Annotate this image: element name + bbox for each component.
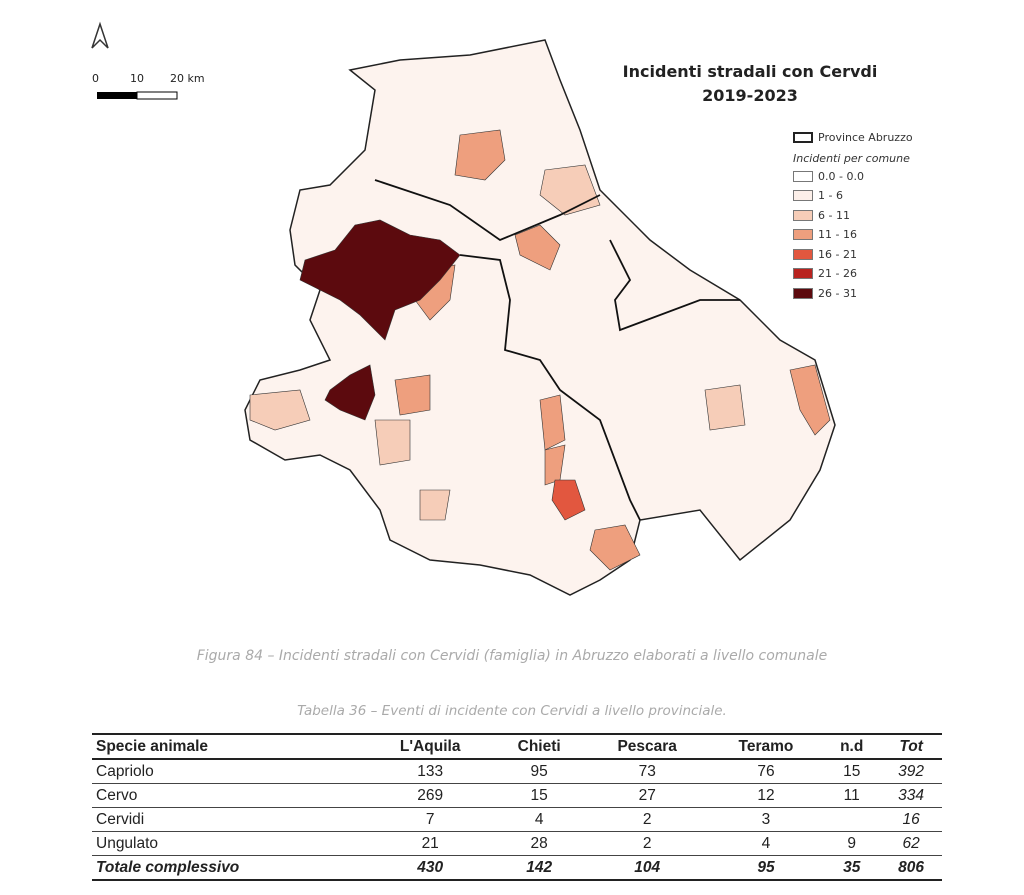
table-cell: 27	[585, 783, 709, 808]
legend-label: 1 - 6	[818, 189, 843, 203]
table-cell: 133	[367, 759, 493, 784]
table-cell: 7	[367, 807, 493, 832]
provincial-table: Specie animale L'Aquila Chieti Pescara Teram…	[92, 733, 942, 881]
scale-label-10: 10	[130, 72, 144, 85]
column-header: Chieti	[492, 733, 586, 760]
legend-label: 11 - 16	[818, 228, 857, 242]
table-cell: 11	[823, 783, 881, 808]
table-cell: Capriolo	[92, 759, 368, 784]
map-title-line2: 2019-2023	[702, 86, 798, 105]
legend-swatch	[793, 170, 813, 182]
table-cell: Cervo	[92, 783, 368, 808]
table-row: Cervidi 7 4 2 3 16	[92, 807, 942, 832]
legend-swatch	[793, 287, 813, 299]
table-cell	[823, 807, 881, 832]
region-outline	[244, 39, 836, 596]
table-cell: 15	[823, 759, 881, 784]
scale-bar	[97, 91, 178, 100]
table-cell: 392	[880, 759, 942, 784]
legend-item: 11 - 16	[793, 225, 913, 245]
column-header: Tot	[880, 733, 942, 760]
scale-label-0: 0	[92, 72, 99, 85]
map-legend: Province Abruzzo Incidenti per comune 0.…	[793, 128, 913, 303]
map-title-line1: Incidenti stradali con Cervdi	[622, 62, 878, 81]
figure-caption: Figura 84 – Incidenti stradali con Cervi…	[196, 648, 828, 664]
total-cell: 104	[585, 855, 709, 881]
table-cell: 12	[708, 783, 824, 808]
legend-item: 6 - 11	[793, 206, 913, 226]
table-cell: Ungulato	[92, 831, 368, 856]
column-header: n.d	[823, 733, 881, 760]
legend-item: 0.0 - 0.0	[793, 167, 913, 187]
table-caption: Tabella 36 – Eventi di incidente con Cer…	[297, 703, 727, 719]
table-row: Ungulato 21 28 2 4 9 62	[92, 831, 942, 856]
table-cell: 9	[823, 831, 881, 856]
province-boundaries	[374, 179, 740, 521]
table-row: Cervo 269 15 27 12 11 334	[92, 783, 942, 808]
legend-swatch	[793, 229, 813, 241]
column-header: Teramo	[708, 733, 824, 760]
total-row: Totale complessivo 430 142 104 95 35 806	[92, 855, 942, 881]
legend-item: 21 - 26	[793, 264, 913, 284]
column-header: Pescara	[585, 733, 709, 760]
legend-label: 21 - 26	[818, 267, 857, 281]
total-cell: 806	[880, 855, 942, 881]
total-cell: 430	[367, 855, 493, 881]
province-swatch	[793, 132, 813, 144]
table-cell: 4	[492, 807, 586, 832]
municipality-polygons	[249, 129, 831, 571]
legend-boundary-item: Province Abruzzo	[793, 128, 913, 148]
north-arrow-icon	[91, 21, 109, 49]
table-cell: 4	[708, 831, 824, 856]
legend-item: 26 - 31	[793, 284, 913, 304]
table-cell: 76	[708, 759, 824, 784]
map-title: Incidenti stradali con Cervdi 2019-2023	[600, 60, 900, 108]
legend-classes: 0.0 - 0.0 1 - 6 6 - 11 11 - 16 16 - 21 21 - 2…	[793, 167, 913, 304]
table-cell: 334	[880, 783, 942, 808]
legend-label: 16 - 21	[818, 247, 857, 261]
table-cell: 2	[585, 807, 709, 832]
table-cell: 21	[367, 831, 493, 856]
legend-label: 26 - 31	[818, 286, 857, 300]
table-cell: 269	[367, 783, 493, 808]
total-cell: 35	[823, 855, 881, 881]
table-cell: 95	[492, 759, 586, 784]
legend-label: 6 - 11	[818, 208, 850, 222]
total-cell: 95	[708, 855, 824, 881]
total-cell: Totale complessivo	[92, 855, 368, 881]
total-cell: 142	[492, 855, 586, 881]
table-cell: 16	[880, 807, 942, 832]
table-row: Capriolo 133 95 73 76 15 392	[92, 759, 942, 784]
column-header: L'Aquila	[367, 733, 493, 760]
table-cell: 2	[585, 831, 709, 856]
scale-label-20: 20 km	[170, 72, 205, 85]
legend-label: 0.0 - 0.0	[818, 169, 864, 183]
abruzzo-choropleth-map	[91, 21, 836, 596]
table-cell: Cervidi	[92, 807, 368, 832]
legend-swatch	[793, 248, 813, 260]
table-cell: 73	[585, 759, 709, 784]
table-cell: 3	[708, 807, 824, 832]
legend-swatch	[793, 268, 813, 280]
table-cell: 28	[492, 831, 586, 856]
legend-heading: Incidenti per comune	[793, 151, 910, 165]
legend-boundary-label: Province Abruzzo	[818, 131, 913, 145]
legend-swatch	[793, 209, 813, 221]
legend-item: 1 - 6	[793, 186, 913, 206]
column-header: Specie animale	[92, 733, 368, 760]
legend-item: 16 - 21	[793, 245, 913, 265]
legend-swatch	[793, 190, 813, 202]
table-cell: 62	[880, 831, 942, 856]
header-row: Specie animale L'Aquila Chieti Pescara Teram…	[92, 733, 942, 760]
table-cell: 15	[492, 783, 586, 808]
